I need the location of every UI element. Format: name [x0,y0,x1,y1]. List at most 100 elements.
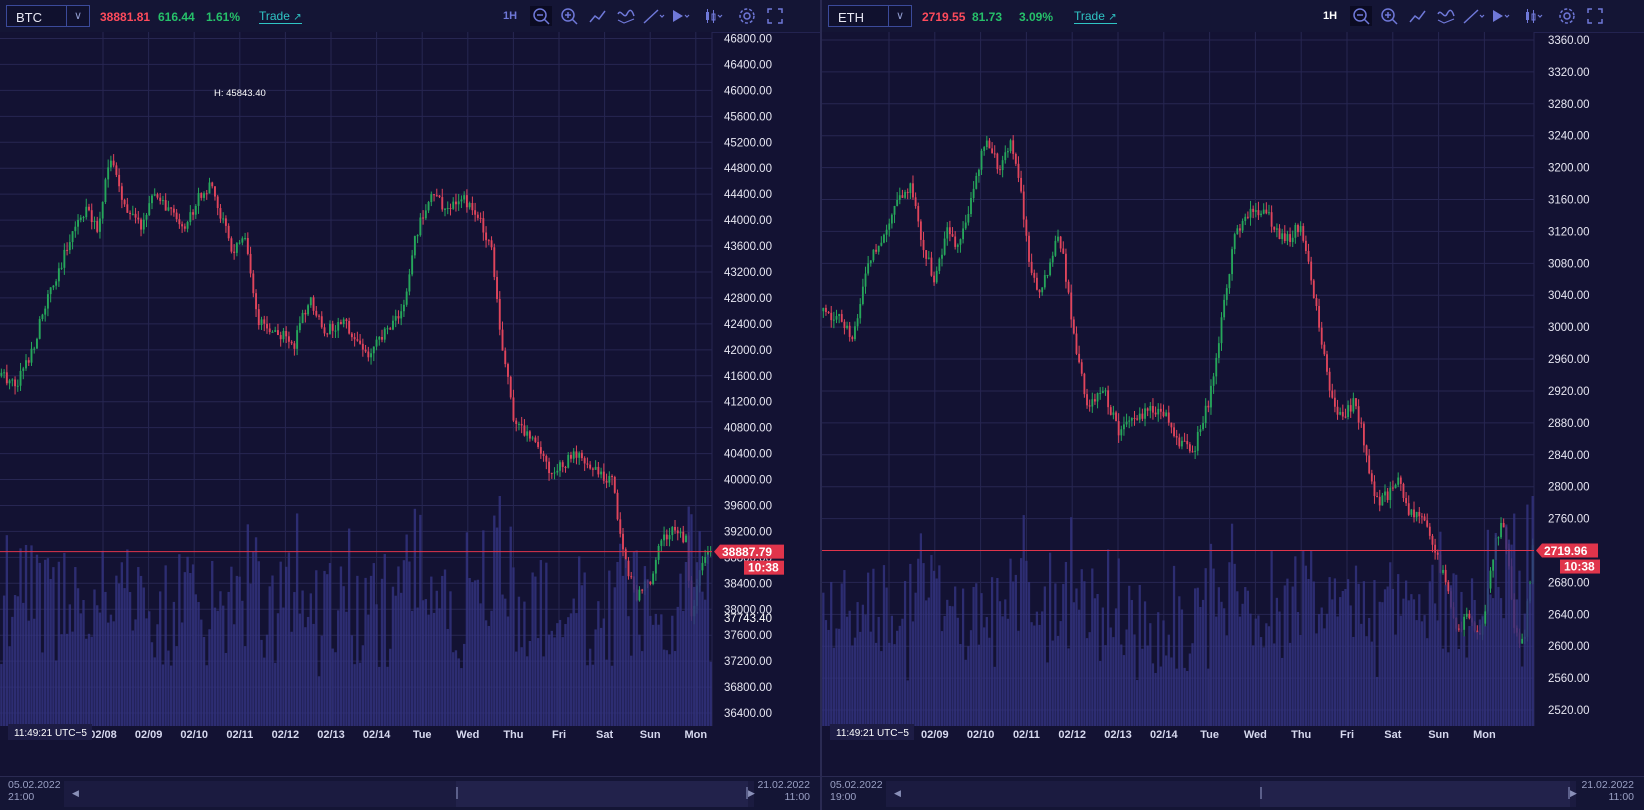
eth-price-chart[interactable]: 3360.003320.003280.003240.003200.003160.… [822,32,1644,776]
scroll-right-icon[interactable]: ▶ [748,788,755,798]
line-chart-icon[interactable] [1406,6,1428,26]
fullscreen-icon[interactable] [764,6,786,26]
candle [1500,517,1502,539]
volume-bar [597,601,600,726]
eth-symbol-select[interactable]: ETH ∨ [828,5,912,27]
candle-body [901,195,904,198]
volume-bar [293,592,296,726]
settings-icon[interactable] [736,6,758,26]
candle-body [90,210,93,223]
btc-price-chart[interactable]: 46800.0046400.0046000.0045600.0045200.00… [0,32,820,776]
zoom-out-icon[interactable] [1350,6,1372,26]
btc-timeline-scrollbar[interactable]: ◀ ▶ [64,781,755,807]
volume-bar [1136,680,1139,726]
volume-bar [1017,630,1020,726]
eth-timeline-scrollbar[interactable]: ◀ ▶ [886,781,1577,807]
candle [19,362,22,391]
volume-bar [457,658,460,726]
cursor-icon[interactable] [1488,6,1516,26]
volume-bar [556,623,559,726]
volume-bar [150,642,154,726]
indicator-icon[interactable] [1434,6,1456,26]
candle-body [875,249,877,252]
volume-bar [1196,587,1199,726]
y-tick-label: 43200.00 [724,267,772,279]
candle-body [501,329,504,351]
candle [875,243,877,255]
scroll-right-icon[interactable]: ▶ [1570,788,1577,798]
zoom-out-icon[interactable] [530,6,552,26]
candle [1394,483,1397,489]
indicator-icon[interactable] [614,6,636,26]
candle-body [1302,226,1305,241]
candle-body [457,201,460,205]
candle-body [1500,522,1502,538]
volume-bar [1360,623,1363,726]
current-price-tag-text: 2719.96 [1544,544,1588,558]
candle-body [980,150,983,170]
chevron-down-icon[interactable]: ∨ [66,6,89,26]
candle-body [49,287,52,295]
eth-timeframe-button[interactable]: 1H [1323,10,1338,22]
eth-trade-link[interactable]: Trade ↗ [1074,9,1117,24]
volume-bar [224,652,228,726]
candle [63,243,66,275]
candle-body [274,330,277,332]
current-price-tag [714,544,784,559]
candle-body [586,463,589,465]
volume-bar [509,526,512,726]
candle [145,213,148,228]
candle-type-icon[interactable] [1522,6,1550,26]
zoom-in-icon[interactable] [1378,6,1400,26]
candle-type-icon[interactable] [702,6,730,26]
candle-body [476,214,479,218]
candle [1368,449,1371,475]
draw-line-icon[interactable] [1460,6,1488,26]
candle [893,205,896,224]
btc-trade-label: Trade [259,9,290,23]
draw-line-icon[interactable] [640,6,668,26]
eth-scroll-grip-left[interactable] [1260,787,1262,799]
chevron-down-icon[interactable]: ∨ [888,6,911,26]
candle-body [397,316,400,319]
candle [88,203,90,212]
candle [575,445,578,465]
zoom-in-icon[interactable] [558,6,580,26]
candle-body [967,214,970,223]
settings-icon[interactable] [1556,6,1578,26]
volume-bar [632,551,636,726]
volume-bar [558,619,562,726]
btc-trade-link[interactable]: Trade ↗ [259,9,302,24]
candle-body [890,214,893,224]
cursor-icon[interactable] [668,6,696,26]
candle-body [378,336,381,340]
candle [1257,201,1260,220]
eth-scroll-thumb[interactable] [1260,781,1570,807]
candle [991,142,994,154]
candle [977,168,980,183]
line-chart-icon[interactable] [586,6,608,26]
candle [244,232,247,241]
btc-scroll-thumb[interactable] [456,781,748,807]
candle-body [131,213,134,215]
x-tick-label: Tue [413,729,432,741]
candle [1320,321,1323,349]
candle-body [1468,613,1471,619]
candle [1183,432,1186,442]
candle [1233,232,1236,255]
fullscreen-icon[interactable] [1584,6,1606,26]
candle-body [98,218,101,232]
volume-bar [1252,645,1255,726]
btc-timeframe-button[interactable]: 1H [503,10,518,22]
candle-body [1297,224,1299,233]
eth-scroll-grip-right[interactable] [1568,787,1570,799]
scroll-left-icon[interactable]: ◀ [894,788,901,798]
btc-symbol-select[interactable]: BTC ∨ [6,5,90,27]
volume-bar [361,645,365,726]
btc-scroll-grip-right[interactable] [746,787,748,799]
countdown-tag [1560,559,1600,574]
btc-scroll-grip-left[interactable] [456,787,458,799]
candle-body [367,351,370,358]
candle-body [520,423,523,426]
scroll-left-icon[interactable]: ◀ [72,788,79,798]
